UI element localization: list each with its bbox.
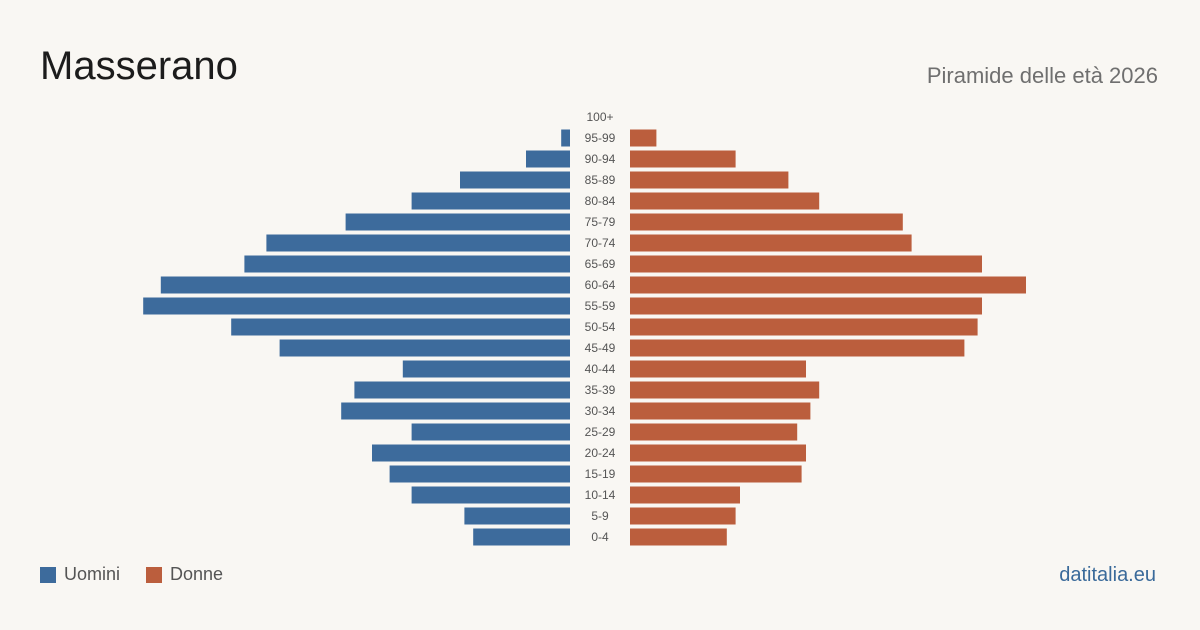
page-title: Masserano (40, 44, 238, 88)
legend-swatch-men (40, 566, 56, 583)
age-tick-label: 65-69 (585, 257, 616, 271)
bar-men-45-49 (279, 339, 570, 357)
legend-item-women: Donne (146, 564, 223, 585)
legend-label-men: Uomini (64, 564, 121, 584)
bar-men-5-9 (464, 507, 570, 525)
age-tick-label: 40-44 (585, 362, 616, 376)
age-tick-label: 55-59 (585, 299, 616, 313)
bar-men-30-34 (341, 402, 570, 420)
bar-women-85-89 (630, 171, 789, 189)
bar-women-30-34 (630, 402, 811, 420)
age-tick-label: 35-39 (585, 383, 616, 397)
bar-women-20-24 (630, 444, 806, 462)
age-tick-label: 75-79 (585, 215, 616, 229)
age-tick-label: 85-89 (585, 173, 616, 187)
bar-women-50-54 (630, 318, 978, 336)
bar-men-15-19 (389, 465, 570, 483)
age-tick-label: 20-24 (585, 446, 616, 460)
age-tick-label: 5-9 (591, 509, 609, 523)
age-tick-label: 80-84 (585, 194, 616, 208)
bar-men-40-44 (402, 360, 570, 378)
bar-men-20-24 (372, 444, 570, 462)
bar-men-95-99 (561, 129, 570, 147)
bar-women-5-9 (630, 507, 736, 525)
bar-women-60-64 (630, 276, 1026, 294)
age-tick-label: 50-54 (585, 320, 616, 334)
bar-women-40-44 (630, 360, 806, 378)
bar-women-90-94 (630, 150, 736, 168)
bar-women-55-59 (630, 297, 982, 315)
bar-women-45-49 (630, 339, 965, 357)
bar-men-0-4 (473, 528, 570, 546)
bar-men-75-79 (345, 213, 570, 231)
bar-women-95-99 (630, 129, 657, 147)
bar-men-60-64 (160, 276, 571, 294)
bar-men-35-39 (354, 381, 570, 399)
bar-men-80-84 (411, 192, 570, 210)
age-tick-label: 30-34 (585, 404, 616, 418)
legend-label-women: Donne (170, 564, 224, 584)
bar-women-70-74 (630, 234, 912, 252)
bar-women-65-69 (630, 255, 982, 273)
bar-women-75-79 (630, 213, 903, 231)
age-tick-label: 100+ (586, 110, 613, 124)
bar-men-25-29 (411, 423, 570, 441)
brand-link[interactable]: datitalia.eu (1059, 564, 1156, 586)
bar-women-35-39 (630, 381, 820, 399)
age-tick-label: 60-64 (585, 278, 616, 292)
bar-men-85-89 (460, 171, 570, 189)
age-tick-label: 90-94 (585, 152, 616, 166)
legend-item-men: Uomini (40, 564, 120, 585)
legend-swatch-women (146, 566, 163, 583)
bar-women-25-29 (630, 423, 798, 441)
bar-men-55-59 (143, 297, 570, 315)
bar-men-10-14 (411, 486, 570, 504)
bar-women-10-14 (630, 486, 740, 504)
legend: Uomini Donne (40, 564, 249, 585)
bar-women-15-19 (630, 465, 802, 483)
age-tick-label: 15-19 (585, 467, 616, 481)
age-tick-label: 70-74 (585, 236, 616, 250)
age-tick-label: 95-99 (585, 131, 616, 145)
age-tick-label: 0-4 (591, 530, 609, 544)
age-tick-label: 45-49 (585, 341, 616, 355)
bar-women-80-84 (630, 192, 820, 210)
age-tick-label: 10-14 (585, 488, 616, 502)
bar-men-50-54 (231, 318, 570, 336)
age-tick-label: 25-29 (585, 425, 616, 439)
bar-men-65-69 (244, 255, 570, 273)
bar-men-70-74 (266, 234, 570, 252)
bar-men-90-94 (526, 150, 570, 168)
chart-subtitle: Piramide delle età 2026 (926, 63, 1158, 88)
bar-women-0-4 (630, 528, 727, 546)
